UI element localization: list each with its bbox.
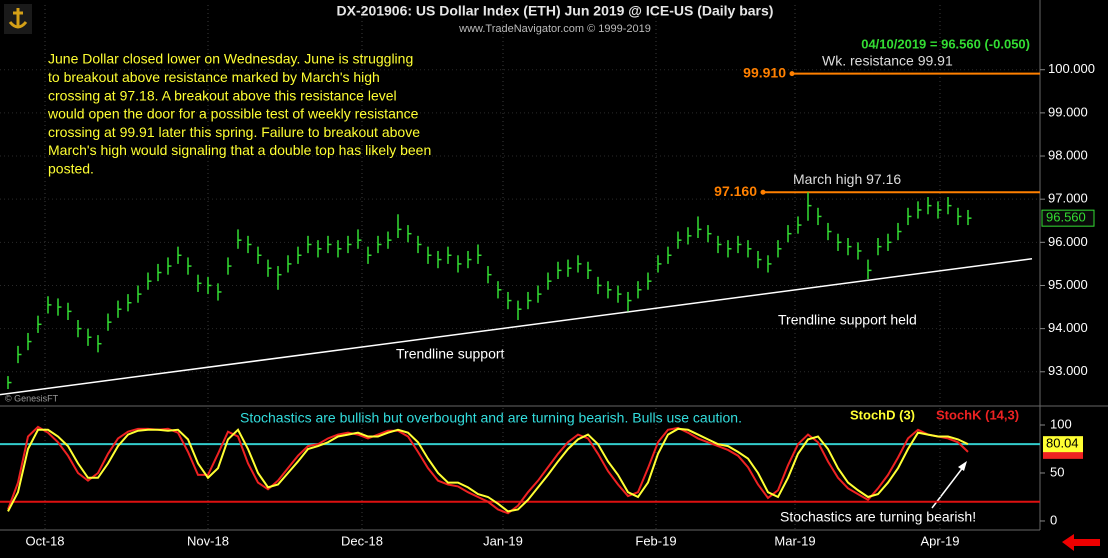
x-tick-label: Oct-18 xyxy=(25,533,64,548)
x-tick-label: Jan-19 xyxy=(483,533,523,548)
y-tick-label: 100 xyxy=(1050,416,1072,431)
y-tick-label: 98.000 xyxy=(1048,147,1088,162)
y-tick-label: 100.000 xyxy=(1048,61,1095,76)
stoch-line xyxy=(7,427,969,513)
last-value-box xyxy=(1043,436,1083,453)
level-note: March high 97.16 xyxy=(793,171,901,187)
logo-anchor xyxy=(8,8,28,29)
x-tick-label: Mar-19 xyxy=(774,533,815,548)
x-tick-label: Feb-19 xyxy=(635,533,676,548)
x-tick-label: Apr-19 xyxy=(920,533,959,548)
stoch-commentary: Stochastics are bullish but overbought a… xyxy=(240,410,742,426)
level-note: Wk. resistance 99.91 xyxy=(822,52,953,68)
level-label: 99.910 xyxy=(743,64,786,80)
source: © GenesisFT xyxy=(5,393,59,403)
scroll-arrow[interactable] xyxy=(1062,534,1100,551)
y-tick-label: 50 xyxy=(1050,464,1064,479)
chart-subtitle: www.TradeNavigator.com © 1999-2019 xyxy=(458,23,651,35)
x-tick-label: Dec-18 xyxy=(341,533,383,548)
y-tick-label: 0 xyxy=(1050,512,1057,527)
stoch-line xyxy=(7,425,969,515)
commentary-line: posted. xyxy=(48,161,94,177)
commentary-line: would open the door for a possible test … xyxy=(47,106,419,122)
level-label: 97.160 xyxy=(714,183,757,199)
y-tick-label: 93.000 xyxy=(1048,363,1088,378)
commentary-line: June Dollar closed lower on Wednesday. J… xyxy=(48,51,413,67)
y-tick-label: 96.000 xyxy=(1048,234,1088,249)
y-tick-label: 95.000 xyxy=(1048,277,1088,292)
last-value-box xyxy=(1041,209,1095,227)
last-value-label: 96.560 xyxy=(1046,210,1086,225)
trendline-note: Trendline support xyxy=(396,346,505,362)
stoch-note: Stochastics are turning bearish! xyxy=(780,509,976,525)
arrow-head xyxy=(958,461,967,471)
y-tick-label: 99.000 xyxy=(1048,104,1088,119)
logo xyxy=(4,4,32,34)
chart-title: DX-201906: US Dollar Index (ETH) Jun 201… xyxy=(337,3,774,19)
level-marker xyxy=(789,71,795,77)
x-tick-label: Nov-18 xyxy=(187,533,229,548)
y-tick-label: 97.000 xyxy=(1048,191,1088,206)
last-price-header: 04/10/2019 = 96.560 (-0.050) xyxy=(861,36,1030,51)
commentary-line: to breakout above resistance marked by M… xyxy=(48,69,380,85)
y-tick-label: 94.000 xyxy=(1048,320,1088,335)
level-marker xyxy=(760,189,766,195)
trendline xyxy=(0,257,1033,396)
legend-label: StochD (3) xyxy=(850,407,915,422)
last-value-label: 80.04 xyxy=(1046,436,1079,451)
legend-label: StochK (14,3) xyxy=(936,407,1019,422)
commentary-line: crossing at 97.18. A breakout above this… xyxy=(48,87,397,103)
commentary-line: March's high would signaling that a doub… xyxy=(48,142,431,158)
commentary-line: crossing at 99.91 later this spring. Fai… xyxy=(48,124,420,140)
trendline-note: Trendline support held xyxy=(778,312,917,328)
